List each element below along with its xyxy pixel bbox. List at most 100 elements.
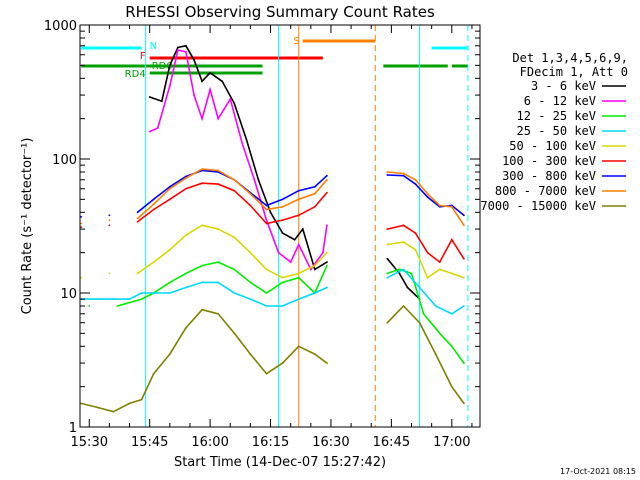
series-point (245, 138, 248, 141)
series-point (112, 298, 115, 301)
x-axis-label: Start Time (14-Dec-07 15:27:42) (174, 455, 386, 470)
series-point (217, 312, 220, 315)
series-point (96, 406, 99, 409)
series-point (80, 402, 83, 405)
series-point (386, 228, 389, 230)
series-point (426, 192, 429, 195)
series-point (418, 321, 421, 324)
series-point (281, 219, 284, 221)
series-point (249, 298, 252, 301)
series-point (233, 236, 236, 239)
series-point (402, 305, 405, 307)
series-point (462, 257, 465, 260)
series-point (462, 224, 465, 227)
series-point (297, 298, 300, 301)
series-point (152, 208, 155, 211)
y-tick-label: 1 (69, 421, 77, 436)
series-point (201, 168, 203, 171)
series-point (326, 178, 328, 181)
series-point (140, 398, 143, 401)
series-point (88, 305, 91, 307)
series-point (152, 203, 155, 206)
series-point (128, 298, 131, 301)
series-point (217, 281, 220, 284)
series-point (386, 276, 389, 279)
series-point (313, 353, 316, 355)
series-point (386, 174, 389, 176)
series-point (108, 272, 111, 275)
series-point (297, 243, 300, 246)
series-point (313, 264, 316, 267)
x-tick-label: 17:00 (433, 435, 470, 450)
series-point (80, 226, 83, 229)
series-point (313, 268, 316, 271)
legend-header: FDecim 1, Att 0 (520, 65, 628, 79)
series-point (281, 305, 284, 307)
series-point (386, 243, 389, 246)
series-point (402, 172, 405, 175)
legend-label: 25 - 50 keV (517, 124, 596, 138)
series-point (116, 305, 119, 307)
flag-label: RD4 (125, 69, 146, 80)
series-point (136, 211, 139, 214)
series-point (185, 50, 187, 53)
series-point (265, 208, 268, 211)
series-point (297, 272, 300, 275)
series-point (156, 127, 159, 130)
series-point (265, 372, 268, 375)
series-point (450, 238, 453, 241)
plot-frame (79, 24, 481, 428)
series-point (136, 217, 139, 220)
series-point (462, 276, 465, 279)
legend-header: Det 1,3,4,5,6,9, (512, 51, 628, 65)
series-point (265, 204, 268, 207)
series-point (297, 345, 300, 348)
series-point (398, 272, 401, 275)
series-point (201, 182, 203, 185)
series-point (281, 276, 284, 279)
series-point (185, 187, 187, 190)
series-point (414, 248, 417, 251)
series-point (450, 272, 453, 275)
series-point (414, 178, 417, 181)
series-point (281, 198, 284, 201)
series-point (450, 205, 453, 208)
x-tick-label: 15:30 (71, 435, 108, 450)
series-point (293, 238, 296, 241)
series-point (313, 192, 316, 195)
series-point (414, 232, 417, 234)
series-line (387, 224, 465, 264)
series-point (229, 98, 232, 100)
series-point (422, 312, 425, 315)
legend-label: 3 - 6 keV (531, 79, 596, 93)
series-point (233, 189, 236, 192)
series-point (96, 298, 99, 301)
series-point (462, 305, 465, 307)
series-point (326, 261, 328, 264)
series-line (387, 174, 465, 216)
series-point (136, 220, 139, 223)
series-point (410, 272, 413, 275)
series-point (322, 251, 324, 254)
series-point (265, 219, 268, 221)
series-point (221, 80, 224, 83)
series-point (193, 58, 195, 61)
x-tick-label: 15:45 (131, 435, 168, 450)
series-point (176, 46, 179, 49)
series-point (168, 187, 171, 190)
series-point (313, 205, 316, 208)
series-point (185, 272, 187, 275)
series-point (128, 402, 131, 405)
series-point (201, 264, 203, 267)
series-point (326, 251, 328, 254)
series-point (108, 219, 111, 221)
series-point (80, 215, 83, 218)
series-point (217, 117, 220, 120)
series-line (81, 308, 328, 413)
series-point (386, 321, 389, 324)
series-point (462, 402, 465, 405)
series-point (462, 214, 465, 217)
y-axis-label: Count Rate (s⁻¹ detector⁻¹) (20, 138, 35, 315)
series-point (217, 261, 220, 264)
series-point (249, 281, 252, 284)
